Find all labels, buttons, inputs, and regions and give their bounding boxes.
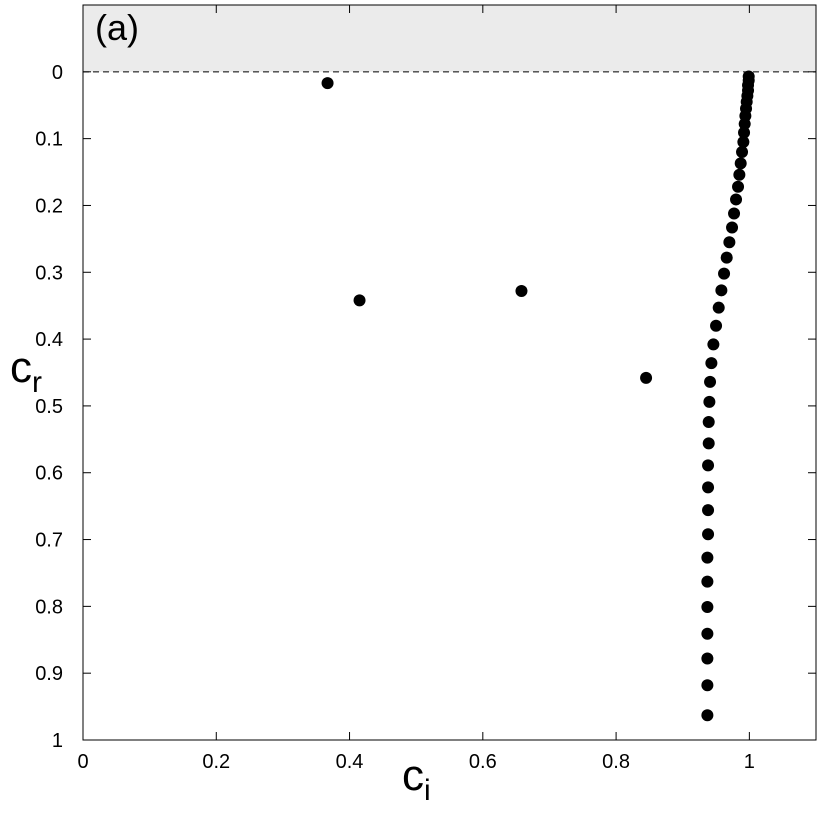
point (730, 193, 743, 206)
y-tick-label: 0.4 (35, 329, 63, 351)
point (737, 135, 750, 148)
point (353, 294, 366, 307)
plot-area: 00.10.20.30.40.50.60.70.80.910 0.2 0.4 0.6 0… (35, 4, 817, 773)
panel-label: (a) (95, 7, 139, 48)
x-label-main: c (402, 751, 424, 800)
point (715, 284, 728, 297)
point (704, 375, 717, 388)
point (703, 395, 716, 408)
point (702, 504, 715, 517)
point (640, 371, 653, 384)
point (701, 652, 714, 665)
point (705, 357, 718, 370)
y-tick-label: 0.7 (35, 530, 63, 552)
y-tick-label: 0.5 (35, 396, 63, 418)
shaded-region (83, 5, 816, 72)
point (702, 528, 715, 541)
point (718, 267, 731, 280)
point (702, 415, 715, 428)
y-tick-label: 0.3 (35, 262, 63, 284)
y-tick-label: 0 (52, 62, 63, 84)
y-axis-label: cr (10, 343, 42, 399)
y-tick-label: 0.1 (35, 129, 63, 151)
point (701, 679, 714, 692)
x-axis-label: ci (402, 751, 431, 807)
point (720, 251, 733, 264)
point (738, 126, 751, 139)
point (702, 481, 715, 494)
y-tick-label: 0.8 (35, 596, 63, 618)
point (515, 284, 528, 297)
point (736, 146, 749, 158)
y-tick-label: 0.9 (35, 663, 63, 685)
point (701, 627, 714, 640)
point (707, 338, 720, 351)
point (710, 319, 723, 332)
x-tick-label: 0 (77, 751, 88, 773)
point (701, 551, 714, 564)
y-tick-label: 0.6 (35, 463, 63, 485)
x-tick-label: 0.8 (602, 751, 630, 773)
y-tick-label: 0.2 (35, 195, 63, 217)
point (712, 301, 725, 314)
point (701, 709, 714, 722)
y-label-main: c (10, 343, 32, 392)
point (321, 77, 334, 90)
point (702, 459, 715, 472)
point (734, 157, 747, 170)
point (732, 180, 745, 193)
y-tick-label: 1 (52, 730, 63, 752)
y-label-sub: r (32, 366, 42, 399)
point (728, 207, 741, 220)
x-tick-label: 0.4 (336, 751, 364, 773)
point (742, 70, 755, 83)
x-label-sub: i (424, 774, 431, 807)
x-tick-label: 0.2 (202, 751, 230, 773)
point (701, 575, 714, 588)
point (702, 437, 715, 450)
x-tick-label: 0.6 (469, 751, 497, 773)
point (723, 236, 736, 249)
point (726, 221, 739, 234)
plot-frame (82, 4, 817, 741)
point (733, 168, 746, 181)
x-tick-label: 1 (744, 751, 755, 773)
point (701, 601, 714, 614)
